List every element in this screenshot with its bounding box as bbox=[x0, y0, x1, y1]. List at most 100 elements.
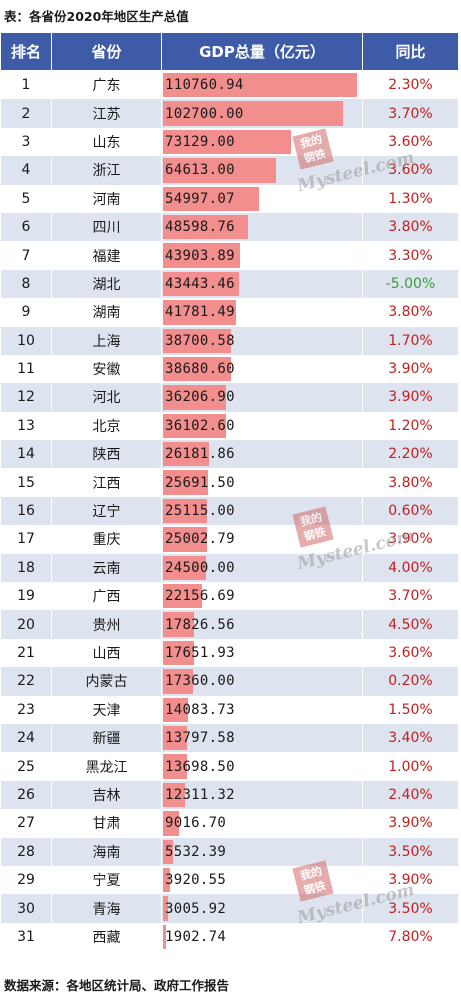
gdp-cell: 3005.92 bbox=[161, 894, 363, 923]
rank-cell: 27 bbox=[0, 809, 52, 838]
gdp-cell: 41781.49 bbox=[161, 298, 363, 327]
gdp-cell: 13797.58 bbox=[161, 723, 363, 753]
gdp-cell: 38700.58 bbox=[161, 326, 363, 355]
table-caption: 表：各省份2020年地区生产总值 bbox=[4, 9, 189, 24]
gdp-value-label: 54997.07 bbox=[165, 190, 235, 207]
table-row: 4 浙江 64613.00 3.60% bbox=[0, 156, 459, 185]
rank-cell: 23 bbox=[0, 695, 52, 724]
growth-cell: 1.70% bbox=[362, 326, 459, 355]
rank-cell: 20 bbox=[0, 610, 52, 639]
gdp-cell: 24500.00 bbox=[161, 553, 363, 583]
province-cell: 陕西 bbox=[51, 440, 162, 469]
gdp-bar bbox=[163, 300, 237, 325]
rank-cell: 14 bbox=[0, 440, 52, 469]
province-cell: 山东 bbox=[51, 127, 162, 157]
gdp-bar bbox=[163, 839, 173, 864]
province-cell: 四川 bbox=[51, 212, 162, 242]
gdp-cell: 13698.50 bbox=[161, 752, 363, 781]
growth-cell: 3.50% bbox=[362, 837, 459, 866]
gdp-cell: 36206.90 bbox=[161, 383, 363, 412]
table-row: 27 甘肃 9016.70 3.90% bbox=[0, 809, 459, 838]
province-cell: 河北 bbox=[51, 383, 162, 412]
rank-cell: 11 bbox=[0, 354, 52, 384]
rank-cell: 12 bbox=[0, 383, 52, 412]
growth-cell: 3.90% bbox=[362, 525, 459, 554]
growth-cell: 2.40% bbox=[362, 780, 459, 810]
gdp-cell: 17360.00 bbox=[161, 667, 363, 696]
growth-cell: 3.90% bbox=[362, 865, 459, 895]
gdp-bar bbox=[163, 754, 187, 779]
header-gdp: GDP总量（亿元） bbox=[161, 32, 363, 71]
table-row: 18 云南 24500.00 4.00% bbox=[0, 553, 459, 583]
gdp-cell: 73129.00 bbox=[161, 127, 363, 157]
gdp-value-label: 17651.93 bbox=[165, 645, 235, 661]
province-cell: 甘肃 bbox=[51, 809, 162, 838]
gdp-cell: 25115.00 bbox=[161, 496, 363, 526]
rank-cell: 29 bbox=[0, 865, 52, 895]
gdp-bar bbox=[163, 214, 249, 240]
table-row: 7 福建 43903.89 3.30% bbox=[0, 241, 459, 270]
gdp-value-label: 13698.50 bbox=[165, 758, 235, 775]
province-cell: 江西 bbox=[51, 468, 162, 497]
growth-cell: 3.60% bbox=[362, 156, 459, 185]
gdp-value-label: 73129.00 bbox=[165, 133, 235, 150]
growth-cell: 3.70% bbox=[362, 582, 459, 611]
data-source-note: 数据来源：各地区统计局、政府工作报告 bbox=[4, 978, 230, 993]
gdp-bar bbox=[163, 470, 208, 495]
gdp-bar bbox=[163, 385, 227, 410]
rank-cell: 10 bbox=[0, 326, 52, 355]
gdp-bar bbox=[163, 896, 169, 921]
growth-cell: 0.20% bbox=[362, 667, 459, 696]
province-cell: 新疆 bbox=[51, 723, 162, 753]
gdp-bar bbox=[163, 243, 240, 268]
gdp-cell: 17826.56 bbox=[161, 610, 363, 639]
province-cell: 重庆 bbox=[51, 525, 162, 554]
rank-cell: 17 bbox=[0, 525, 52, 554]
gdp-cell: 25691.50 bbox=[161, 468, 363, 497]
gdp-value-label: 9016.70 bbox=[165, 815, 227, 832]
gdp-bar bbox=[163, 356, 231, 382]
gdp-cell: 12311.32 bbox=[161, 780, 363, 810]
gdp-bar bbox=[163, 271, 240, 297]
growth-cell: 3.40% bbox=[362, 723, 459, 753]
gdp-bar bbox=[163, 669, 194, 694]
growth-cell: 3.90% bbox=[362, 809, 459, 838]
gdp-bar bbox=[163, 413, 227, 439]
province-cell: 黑龙江 bbox=[51, 752, 162, 781]
gdp-cell: 26181.86 bbox=[161, 440, 363, 469]
gdp-value-label: 5532.39 bbox=[165, 843, 227, 860]
gdp-cell: 43903.89 bbox=[161, 241, 363, 270]
growth-cell: 1.50% bbox=[362, 695, 459, 724]
growth-cell: 7.80% bbox=[362, 922, 459, 952]
province-cell: 湖南 bbox=[51, 298, 162, 327]
rank-cell: 13 bbox=[0, 411, 52, 441]
gdp-value-label: 43903.89 bbox=[165, 247, 235, 264]
table-row: 23 天津 14083.73 1.50% bbox=[0, 695, 459, 724]
gdp-value-label: 43443.46 bbox=[165, 275, 235, 292]
province-cell: 江苏 bbox=[51, 99, 162, 128]
table-row: 16 辽宁 25115.00 0.60% bbox=[0, 496, 459, 526]
growth-cell: 1.00% bbox=[362, 752, 459, 781]
table-row: 25 黑龙江 13698.50 1.00% bbox=[0, 752, 459, 781]
gdp-value-label: 36102.60 bbox=[165, 417, 235, 434]
gdp-value-label: 25115.00 bbox=[165, 503, 235, 520]
rank-cell: 25 bbox=[0, 752, 52, 781]
table-body: 1 广东 110760.94 2.30% 2 江苏 102700.00 3.70% 3 山东 731… bbox=[0, 70, 459, 952]
gdp-value-label: 17360.00 bbox=[165, 673, 235, 690]
province-cell: 宁夏 bbox=[51, 865, 162, 895]
growth-cell: 0.60% bbox=[362, 496, 459, 526]
gdp-cell: 9016.70 bbox=[161, 809, 363, 838]
province-cell: 贵州 bbox=[51, 610, 162, 639]
growth-cell: 3.80% bbox=[362, 468, 459, 497]
table-row: 2 江苏 102700.00 3.70% bbox=[0, 99, 459, 128]
gdp-cell: 54997.07 bbox=[161, 184, 363, 213]
growth-cell: 3.90% bbox=[362, 354, 459, 384]
province-cell: 福建 bbox=[51, 241, 162, 270]
table-row: 19 广西 22156.69 3.70% bbox=[0, 582, 459, 611]
gdp-value-label: 17826.56 bbox=[165, 616, 235, 633]
gdp-bar bbox=[163, 129, 292, 155]
gdp-bar bbox=[163, 924, 167, 950]
gdp-bar bbox=[163, 782, 185, 808]
table-row: 30 青海 3005.92 3.50% bbox=[0, 894, 459, 923]
gdp-value-label: 26181.86 bbox=[165, 446, 235, 463]
